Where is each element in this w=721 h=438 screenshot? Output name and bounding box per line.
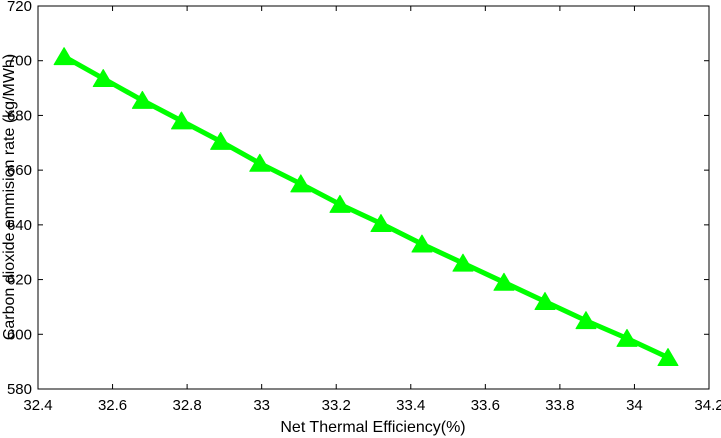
data-point-marker — [657, 348, 679, 367]
data-point-marker — [53, 47, 75, 66]
y-axis-label: Carbon dioxide emmision rate (kg/MWh) — [1, 54, 18, 340]
data-point-marker — [534, 291, 556, 310]
data-point-marker — [370, 213, 392, 232]
series-line — [61, 54, 671, 361]
x-tick-label: 33.2 — [322, 397, 351, 414]
x-tick-label: 34 — [626, 397, 643, 414]
data-point-marker — [411, 234, 433, 253]
x-tick-label: 32.8 — [173, 397, 202, 414]
y-tick-label: 680 — [7, 107, 32, 124]
data-point-marker — [452, 253, 474, 272]
data-point-marker — [575, 311, 597, 330]
x-axis-label: Net Thermal Efficiency(%) — [280, 419, 465, 436]
data-point-marker — [290, 174, 312, 193]
y-tick-label: 640 — [7, 217, 32, 234]
y-tick-label: 720 — [7, 0, 32, 15]
y-tick-label: 600 — [7, 326, 32, 343]
x-tick-label: 33.6 — [471, 397, 500, 414]
x-tick-label: 32.6 — [98, 397, 127, 414]
data-point-marker — [210, 131, 232, 150]
data-point-marker — [616, 328, 638, 347]
x-axis-ticks: 32.4 32.6 32.8 33 33.2 33.4 33.6 33.8 34 34.2 — [23, 6, 721, 414]
y-axis-ticks: 580 600 620 640 660 680 700 720 — [7, 0, 709, 398]
y-tick-label: 700 — [7, 53, 32, 70]
data-point-marker — [493, 272, 515, 291]
series-layer — [53, 47, 679, 367]
y-tick-label: 620 — [7, 272, 32, 289]
data-point-marker — [329, 194, 351, 213]
x-tick-label: 32.4 — [23, 397, 52, 414]
x-tick-label: 33.4 — [396, 397, 425, 414]
x-tick-label: 33 — [253, 397, 270, 414]
x-tick-label: 33.8 — [545, 397, 574, 414]
data-point-marker — [171, 111, 193, 130]
y-tick-label: 660 — [7, 162, 32, 179]
data-point-marker — [249, 153, 271, 172]
data-point-marker — [131, 90, 153, 109]
y-tick-label: 580 — [7, 381, 32, 398]
x-tick-label: 34.2 — [694, 397, 721, 414]
data-point-marker — [92, 69, 114, 87]
